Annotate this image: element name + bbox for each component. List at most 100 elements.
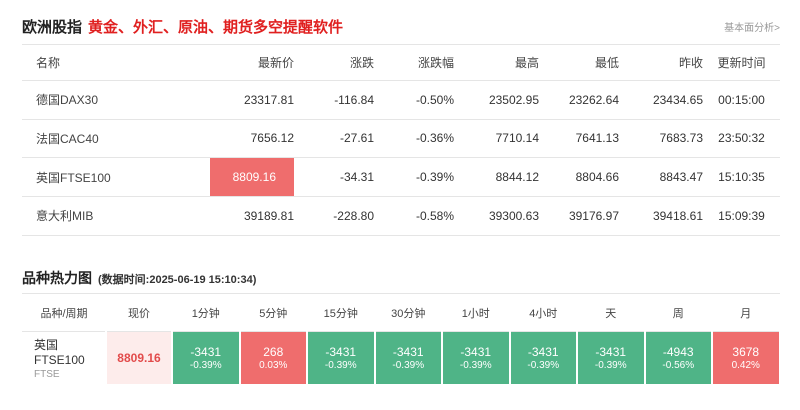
- high-price: 39300.63: [454, 196, 539, 236]
- heatmap-current-price: 8809.16: [106, 331, 173, 384]
- price-change-pct: -0.36%: [374, 119, 454, 158]
- price-change: -34.31: [294, 157, 374, 197]
- column-header-1h: 1小时: [442, 293, 510, 332]
- index-quotes-table: 名称 最新价 涨跌 涨跌幅 最高 最低 昨收 更新时间 德国DAX30 2331…: [22, 44, 780, 236]
- data-time-suffix: ): [252, 274, 257, 286]
- column-header-30min: 30分钟: [374, 293, 442, 332]
- table-row[interactable]: 英国FTSE100 8809.16 -34.31 -0.39% 8844.12 …: [22, 157, 780, 197]
- heatmap-data-time: (数据时间:2025-06-19 15:10:34): [98, 274, 256, 286]
- low-price: 7641.13: [539, 119, 619, 158]
- instrument-name: 英国FTSE100: [34, 337, 85, 367]
- column-header-4h: 4小时: [509, 293, 577, 332]
- column-header-1min: 1分钟: [172, 293, 240, 332]
- heat-pct: -0.39%: [594, 359, 627, 371]
- price-change-pct: -0.58%: [374, 196, 454, 236]
- high-price: 23502.95: [454, 80, 539, 120]
- column-header-5min: 5分钟: [239, 293, 307, 332]
- price-change: -116.84: [294, 80, 374, 120]
- low-price: 23262.64: [539, 80, 619, 120]
- heat-value: -3431: [325, 344, 357, 359]
- heatmap-instrument[interactable]: 英国FTSE100 FTSE: [22, 331, 107, 384]
- column-header-change: 涨跌: [294, 44, 374, 81]
- column-header-day: 天: [577, 293, 645, 332]
- column-header-low: 最低: [539, 44, 619, 81]
- low-price: 39176.97: [539, 196, 619, 236]
- last-price: 39189.81: [182, 196, 294, 236]
- data-time-prefix: (数据时间:: [98, 274, 150, 286]
- column-header-pct: 涨跌幅: [374, 44, 454, 81]
- heat-cell-30min[interactable]: -3431 -0.39%: [374, 331, 443, 384]
- update-time: 15:09:39: [703, 196, 780, 236]
- heat-cell-week[interactable]: -4943 -0.56%: [644, 331, 713, 384]
- heat-cell-15min[interactable]: -3431 -0.39%: [307, 331, 376, 384]
- title-text: 欧洲股指: [22, 19, 83, 36]
- fundamental-analysis-link[interactable]: 基本面分析>: [724, 23, 780, 34]
- heat-value: -3431: [460, 344, 492, 359]
- last-price-flash: 8809.16: [210, 158, 294, 196]
- heat-cell-5min[interactable]: 268 0.03%: [239, 331, 308, 384]
- heat-pct: -0.56%: [662, 359, 695, 371]
- heat-pct: -0.39%: [392, 359, 425, 371]
- column-header-prev-close: 昨收: [619, 44, 703, 81]
- heat-value: -3431: [595, 344, 627, 359]
- heat-cell-1h[interactable]: -3431 -0.39%: [442, 331, 511, 384]
- price-change: -27.61: [294, 119, 374, 158]
- column-header-week: 周: [644, 293, 712, 332]
- column-header-name: 名称: [22, 44, 182, 81]
- index-name-link[interactable]: 德国DAX30: [22, 80, 182, 120]
- column-header-month: 月: [712, 293, 780, 332]
- heat-cell-day[interactable]: -3431 -0.39%: [577, 331, 646, 384]
- heatmap-table: 品种/周期 现价 1分钟 5分钟 15分钟 30分钟 1小时 4小时 天 周 月…: [22, 293, 781, 384]
- heat-value: 268: [263, 344, 284, 359]
- heat-pct: 0.42%: [731, 359, 760, 371]
- heat-value: -3431: [392, 344, 424, 359]
- heat-value: -3431: [527, 344, 559, 359]
- price-change-pct: -0.50%: [374, 80, 454, 120]
- update-time: 23:50:32: [703, 119, 780, 158]
- promo-slogan-link[interactable]: 黄金、外汇、原油、期货多空提醒软件: [88, 19, 344, 36]
- last-price: 7656.12: [182, 119, 294, 158]
- index-name-link[interactable]: 法国CAC40: [22, 119, 182, 158]
- heatmap-row[interactable]: 英国FTSE100 FTSE 8809.16 -3431 -0.39% 268 0.…: [22, 331, 781, 384]
- table-row[interactable]: 意大利MIB 39189.81 -228.80 -0.58% 39300.63 …: [22, 196, 780, 236]
- high-price: 7710.14: [454, 119, 539, 158]
- update-time: 00:15:00: [703, 80, 780, 120]
- column-header-instrument: 品种/周期: [22, 293, 106, 332]
- table-row[interactable]: 德国DAX30 23317.81 -116.84 -0.50% 23502.95…: [22, 80, 780, 120]
- index-name-link[interactable]: 英国FTSE100: [22, 157, 182, 197]
- heatmap-header-row: 品种/周期 现价 1分钟 5分钟 15分钟 30分钟 1小时 4小时 天 周 月: [22, 293, 780, 332]
- price-change-pct: -0.39%: [374, 157, 454, 197]
- last-price: 23317.81: [182, 80, 294, 120]
- heat-pct: -0.39%: [459, 359, 492, 371]
- heat-cell-4h[interactable]: -3431 -0.39%: [509, 331, 578, 384]
- column-header-15min: 15分钟: [307, 293, 375, 332]
- table-row[interactable]: 法国CAC40 7656.12 -27.61 -0.36% 7710.14 76…: [22, 119, 780, 158]
- heat-cell-month[interactable]: 3678 0.42%: [712, 331, 781, 384]
- heat-value: -4943: [662, 344, 694, 359]
- page-title: 欧洲股指 黄金、外汇、原油、期货多空提醒软件: [22, 16, 343, 37]
- prev-close: 39418.61: [619, 196, 703, 236]
- prev-close: 7683.73: [619, 119, 703, 158]
- instrument-code: FTSE: [34, 368, 60, 380]
- high-price: 8844.12: [454, 157, 539, 197]
- last-price-cell: 8809.16: [182, 157, 294, 197]
- column-header-last: 最新价: [182, 44, 294, 81]
- index-name-link[interactable]: 意大利MIB: [22, 196, 182, 236]
- page-header: 欧洲股指 黄金、外汇、原油、期货多空提醒软件 基本面分析>: [22, 14, 780, 38]
- heat-pct: 0.03%: [259, 359, 288, 371]
- prev-close: 8843.47: [619, 157, 703, 197]
- update-time: 15:10:35: [703, 157, 780, 197]
- heat-pct: -0.39%: [527, 359, 560, 371]
- price-change: -228.80: [294, 196, 374, 236]
- heat-pct: -0.39%: [189, 359, 222, 371]
- prev-close: 23434.65: [619, 80, 703, 120]
- table-header-row: 名称 最新价 涨跌 涨跌幅 最高 最低 昨收 更新时间: [22, 44, 780, 81]
- column-header-price: 现价: [106, 293, 172, 332]
- heat-cell-1min[interactable]: -3431 -0.39%: [172, 331, 241, 384]
- column-header-update-time: 更新时间: [703, 44, 780, 81]
- heatmap-title: 品种热力图: [22, 270, 92, 286]
- column-header-high: 最高: [454, 44, 539, 81]
- heat-value: 3678: [732, 344, 760, 359]
- low-price: 8804.66: [539, 157, 619, 197]
- heat-value: -3431: [190, 344, 222, 359]
